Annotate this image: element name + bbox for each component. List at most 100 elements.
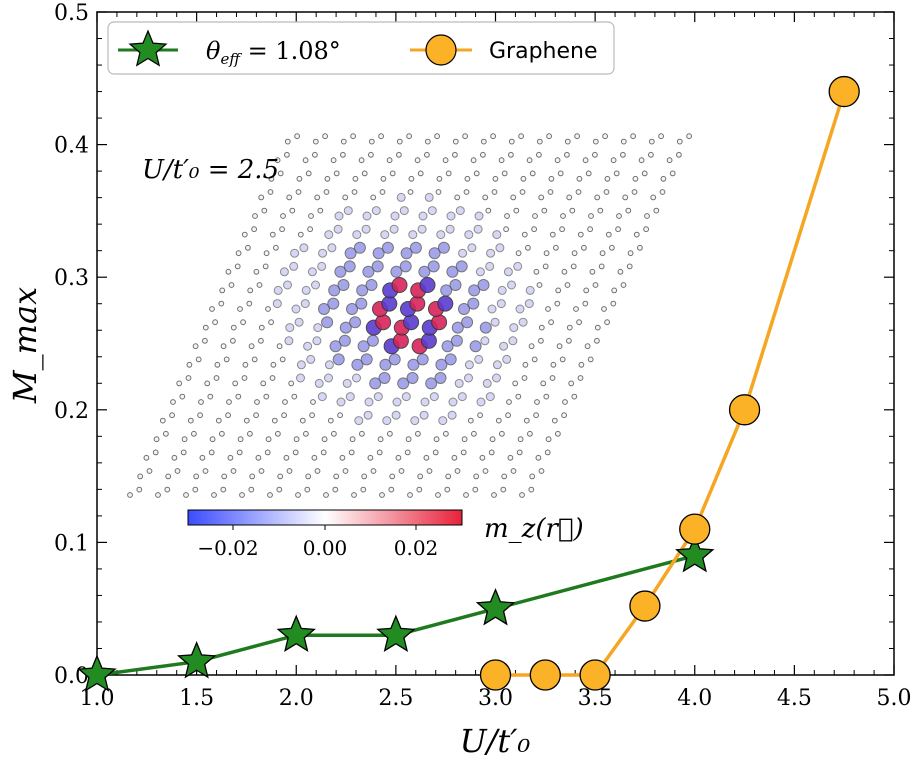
colorbar-tick-label: −0.02 (197, 536, 258, 560)
lattice-site (435, 492, 441, 498)
lattice-site (379, 492, 385, 498)
lattice-site (379, 189, 386, 195)
lattice-site (543, 250, 550, 257)
lattice-site (296, 373, 305, 383)
lattice-site (472, 486, 479, 493)
y-axis-title: M_max (6, 287, 44, 404)
lattice-site (464, 360, 474, 370)
lattice-site (549, 375, 556, 381)
lattice-site (192, 343, 199, 350)
lattice-site (594, 337, 600, 344)
lattice-site (303, 341, 313, 351)
data-point-circle (728, 394, 761, 426)
lattice-site (491, 189, 498, 195)
lattice-site (267, 189, 274, 195)
lattice-site (454, 378, 464, 388)
lattice-site (432, 449, 439, 456)
lattice-site (460, 449, 467, 456)
lattice-site (268, 175, 275, 182)
lattice-site (262, 263, 269, 270)
lattice-site (309, 412, 316, 419)
lattice-site (312, 336, 322, 346)
lattice-site (545, 436, 552, 443)
lattice-site (613, 170, 620, 177)
lattice-site (197, 412, 204, 419)
lattice-site (571, 393, 578, 400)
lattice-site (485, 261, 495, 271)
lattice-site (463, 492, 469, 498)
lattice-site (254, 399, 260, 405)
lattice-site (440, 284, 453, 297)
lattice-site (360, 486, 367, 493)
lattice-site (321, 436, 328, 443)
lattice-site (448, 397, 458, 407)
lattice-site (241, 231, 248, 238)
lattice-site (490, 317, 500, 327)
lattice-site (366, 334, 379, 347)
lattice-site (592, 151, 598, 158)
lattice-site (659, 189, 666, 195)
x-axis-title: U/t′₀ (460, 722, 531, 760)
lattice-site (351, 492, 357, 498)
lattice-site (410, 416, 420, 426)
lattice-site (406, 133, 413, 140)
lattice-site (414, 157, 421, 164)
lattice-site (359, 430, 365, 437)
lattice-site (473, 170, 480, 177)
lattice-site (524, 299, 534, 309)
lattice-site (445, 224, 455, 234)
lattice-site (330, 157, 337, 164)
lattice-site (426, 468, 433, 474)
lattice-site (305, 473, 312, 480)
lattice-site (191, 430, 197, 437)
lattice-site (577, 375, 584, 381)
lattice-site (625, 207, 632, 214)
lattice-site (368, 151, 374, 158)
lattice-site (349, 436, 356, 443)
lattice-site (571, 250, 578, 257)
legend-star-marker (128, 29, 168, 67)
lattice-site (307, 226, 314, 233)
x-tick-label: 4.0 (677, 686, 712, 711)
lattice-site (363, 410, 373, 420)
lattice-site (408, 175, 415, 182)
lattice-site (255, 454, 262, 461)
lattice-site (336, 397, 346, 407)
lattice-site (531, 226, 537, 233)
lattice-site (479, 321, 492, 334)
lattice-site (490, 133, 497, 140)
lattice-site (510, 194, 517, 201)
lattice-site (225, 412, 232, 419)
axes: 1.0 1.5 2.0 2.5 3.0 3.5 4.0 4.5 5.00.00.10.20.30… (54, 1, 912, 711)
series-group (77, 75, 860, 692)
lattice-site (444, 353, 457, 366)
lattice-site (574, 133, 580, 140)
lattice-site (407, 358, 420, 371)
lattice-site (396, 138, 403, 145)
y-tick-label: 0.0 (54, 664, 89, 689)
lattice-site (631, 189, 638, 195)
lattice-site (357, 340, 370, 353)
lattice-site (501, 473, 508, 480)
lattice-site (237, 436, 244, 443)
lattice-site (643, 226, 649, 233)
lattice-site (294, 317, 304, 327)
lattice-site (660, 175, 667, 182)
lattice-site (436, 230, 446, 240)
lattice-site (340, 151, 346, 158)
lattice-site (518, 317, 528, 327)
lattice-site (445, 170, 452, 177)
lattice-site (569, 207, 576, 214)
lattice-site (474, 354, 484, 364)
lattice-site (477, 412, 484, 419)
lattice-site (475, 267, 485, 277)
lattice-site (601, 306, 607, 312)
lattice-site (676, 151, 682, 158)
lattice-site (214, 361, 221, 368)
lattice-site (582, 300, 589, 307)
lattice-site (284, 151, 290, 158)
lattice-site (564, 138, 571, 145)
lattice-site (503, 226, 510, 233)
lattice-site (546, 133, 552, 140)
lattice-site (346, 303, 358, 315)
